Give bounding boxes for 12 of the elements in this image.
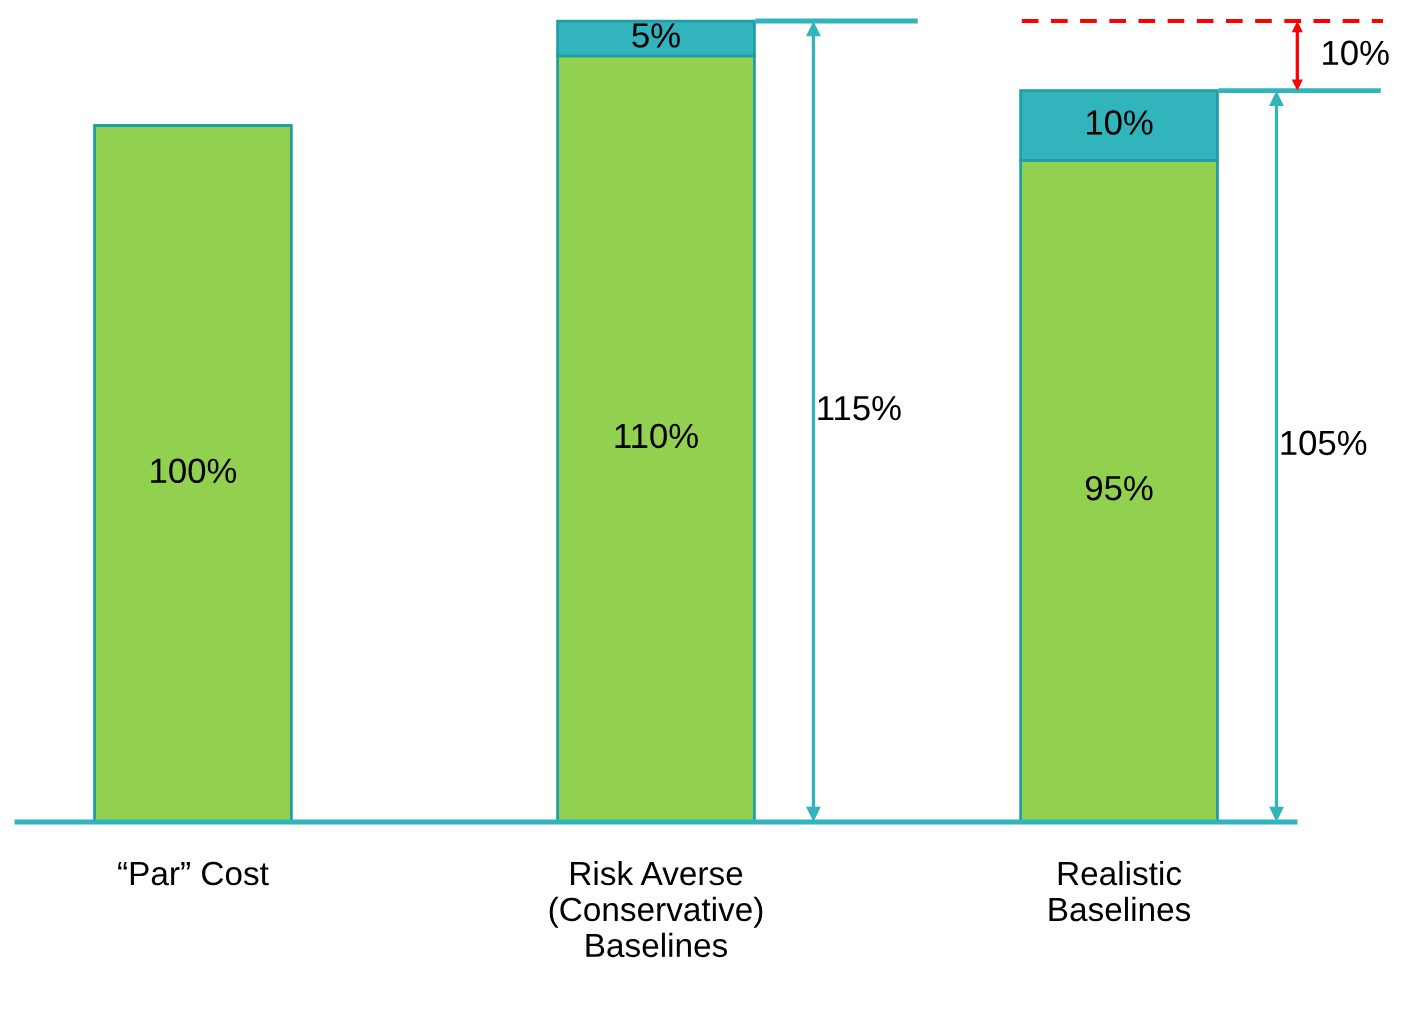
data-label: 110% <box>615 423 698 449</box>
x-tick-label: Risk Averse (Conservative) Baselines <box>549 860 763 958</box>
total-label: 115% <box>818 395 901 421</box>
data-label: 10% <box>1086 110 1153 135</box>
bar <box>93 124 293 822</box>
total-label: 105% <box>1281 430 1367 456</box>
text: 10% <box>1323 40 1389 66</box>
data-label: 95% <box>1085 475 1153 501</box>
data-label: 100% <box>151 458 237 484</box>
x-tick-label: “Par” Cost <box>118 861 269 886</box>
x-tick-label: Realistic Baselines <box>1049 860 1191 922</box>
data-label: 5% <box>632 23 680 48</box>
